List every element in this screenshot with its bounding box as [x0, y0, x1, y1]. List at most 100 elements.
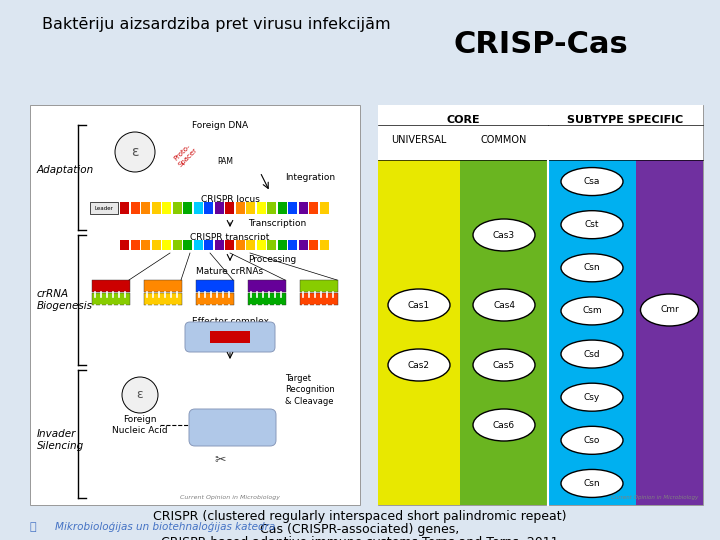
Text: ε: ε [131, 145, 139, 159]
Text: Cas5: Cas5 [493, 361, 515, 369]
Text: Cas2: Cas2 [408, 361, 430, 369]
Text: Cso: Cso [584, 436, 600, 445]
Ellipse shape [561, 383, 623, 411]
Text: Csa: Csa [584, 177, 600, 186]
Text: Cas4: Cas4 [493, 300, 515, 309]
Bar [151, 240, 161, 250]
Text: CORE: CORE [446, 115, 480, 125]
Bar [92, 280, 130, 292]
Bar [256, 240, 266, 250]
Bar [225, 202, 234, 214]
Bar [309, 240, 318, 250]
Ellipse shape [641, 294, 698, 326]
Bar [300, 293, 338, 305]
Ellipse shape [473, 219, 535, 251]
Text: Cas (CRISPR-associated) genes,: Cas (CRISPR-associated) genes, [261, 523, 459, 536]
Bar [183, 202, 192, 214]
Bar [256, 202, 266, 214]
Bar [204, 202, 213, 214]
Ellipse shape [388, 349, 450, 381]
Bar [267, 202, 276, 214]
Bar [277, 240, 287, 250]
Ellipse shape [473, 289, 535, 321]
Bar [215, 240, 224, 250]
Bar [162, 202, 171, 214]
Bar [141, 202, 150, 214]
Text: Cas1: Cas1 [408, 300, 430, 309]
FancyBboxPatch shape [185, 322, 275, 352]
Text: Target
Recognition
& Cleavage: Target Recognition & Cleavage [285, 374, 335, 406]
Bar [300, 280, 338, 292]
Text: PAM: PAM [240, 421, 256, 429]
Bar [141, 240, 150, 250]
Text: Cst: Cst [585, 220, 599, 229]
Text: Adaptation: Adaptation [37, 165, 94, 175]
Bar [636, 160, 703, 505]
Text: Effector complex: Effector complex [192, 318, 269, 327]
Bar [151, 202, 161, 214]
Bar [144, 280, 182, 292]
Bar [162, 240, 171, 250]
Bar [320, 240, 329, 250]
Text: Cmr: Cmr [660, 306, 679, 314]
Text: Foreign DNA: Foreign DNA [192, 120, 248, 130]
Text: Integration: Integration [285, 173, 335, 183]
Ellipse shape [561, 167, 623, 195]
Text: Proto-
Spacer: Proto- Spacer [172, 142, 198, 168]
Text: crRNA
Biogenesis: crRNA Biogenesis [37, 289, 93, 311]
Ellipse shape [561, 340, 623, 368]
Text: Transcription: Transcription [248, 219, 306, 228]
Bar [30, 105, 360, 505]
Text: UNIVERSAL: UNIVERSAL [391, 135, 446, 145]
Bar [194, 240, 203, 250]
Circle shape [115, 132, 155, 172]
Text: Leader: Leader [94, 206, 114, 211]
Bar [120, 202, 130, 214]
Bar [196, 280, 234, 292]
Text: Csy: Csy [584, 393, 600, 402]
Bar [215, 202, 224, 214]
Text: Baktēriju aizsardziba pret virusu infekcijām: Baktēriju aizsardziba pret virusu infekc… [42, 17, 391, 32]
Ellipse shape [561, 254, 623, 282]
Bar [183, 240, 192, 250]
Text: Csn: Csn [584, 264, 600, 272]
Text: SUBTYPE SPECIFIC: SUBTYPE SPECIFIC [567, 115, 683, 125]
Bar [90, 202, 118, 214]
Bar [173, 240, 181, 250]
Bar [210, 331, 250, 343]
Bar [248, 293, 286, 305]
Bar [246, 240, 256, 250]
Ellipse shape [561, 426, 623, 454]
Text: PAM: PAM [217, 158, 233, 166]
Text: Mature crRNAs: Mature crRNAs [197, 267, 264, 276]
Text: CRISPR (clustered regularly interspaced short palindromic repeat): CRISPR (clustered regularly interspaced … [153, 510, 567, 523]
Text: Csd: Csd [584, 349, 600, 359]
Text: COMMON: COMMON [481, 135, 527, 145]
Text: CRISP-Cas: CRISP-Cas [453, 30, 628, 59]
Text: Current Opinion in Microbiology: Current Opinion in Microbiology [611, 495, 698, 500]
Bar [299, 240, 307, 250]
Text: Invader
Silencing: Invader Silencing [37, 429, 84, 451]
Bar [309, 202, 318, 214]
Circle shape [122, 377, 158, 413]
Text: Processing: Processing [248, 254, 296, 264]
Text: CRISPR locus: CRISPR locus [201, 195, 259, 205]
Bar [246, 202, 256, 214]
Bar [120, 240, 130, 250]
Bar [196, 293, 234, 305]
Text: CRISPR transcript: CRISPR transcript [190, 233, 270, 242]
Bar [235, 202, 245, 214]
Text: Csn: Csn [584, 479, 600, 488]
Text: Cas3: Cas3 [493, 231, 515, 240]
Bar [130, 202, 140, 214]
Bar [378, 105, 703, 160]
Text: Mikrobioloģijas un biotehnaloģijas katedra: Mikrobioloģijas un biotehnaloģijas kated… [55, 522, 275, 532]
Bar [378, 105, 703, 505]
Bar [130, 240, 140, 250]
Bar [204, 240, 213, 250]
Text: Foreign
Nucleic Acid: Foreign Nucleic Acid [112, 415, 168, 435]
Text: ε: ε [137, 388, 143, 402]
Ellipse shape [473, 349, 535, 381]
Bar [288, 240, 297, 250]
Ellipse shape [388, 289, 450, 321]
